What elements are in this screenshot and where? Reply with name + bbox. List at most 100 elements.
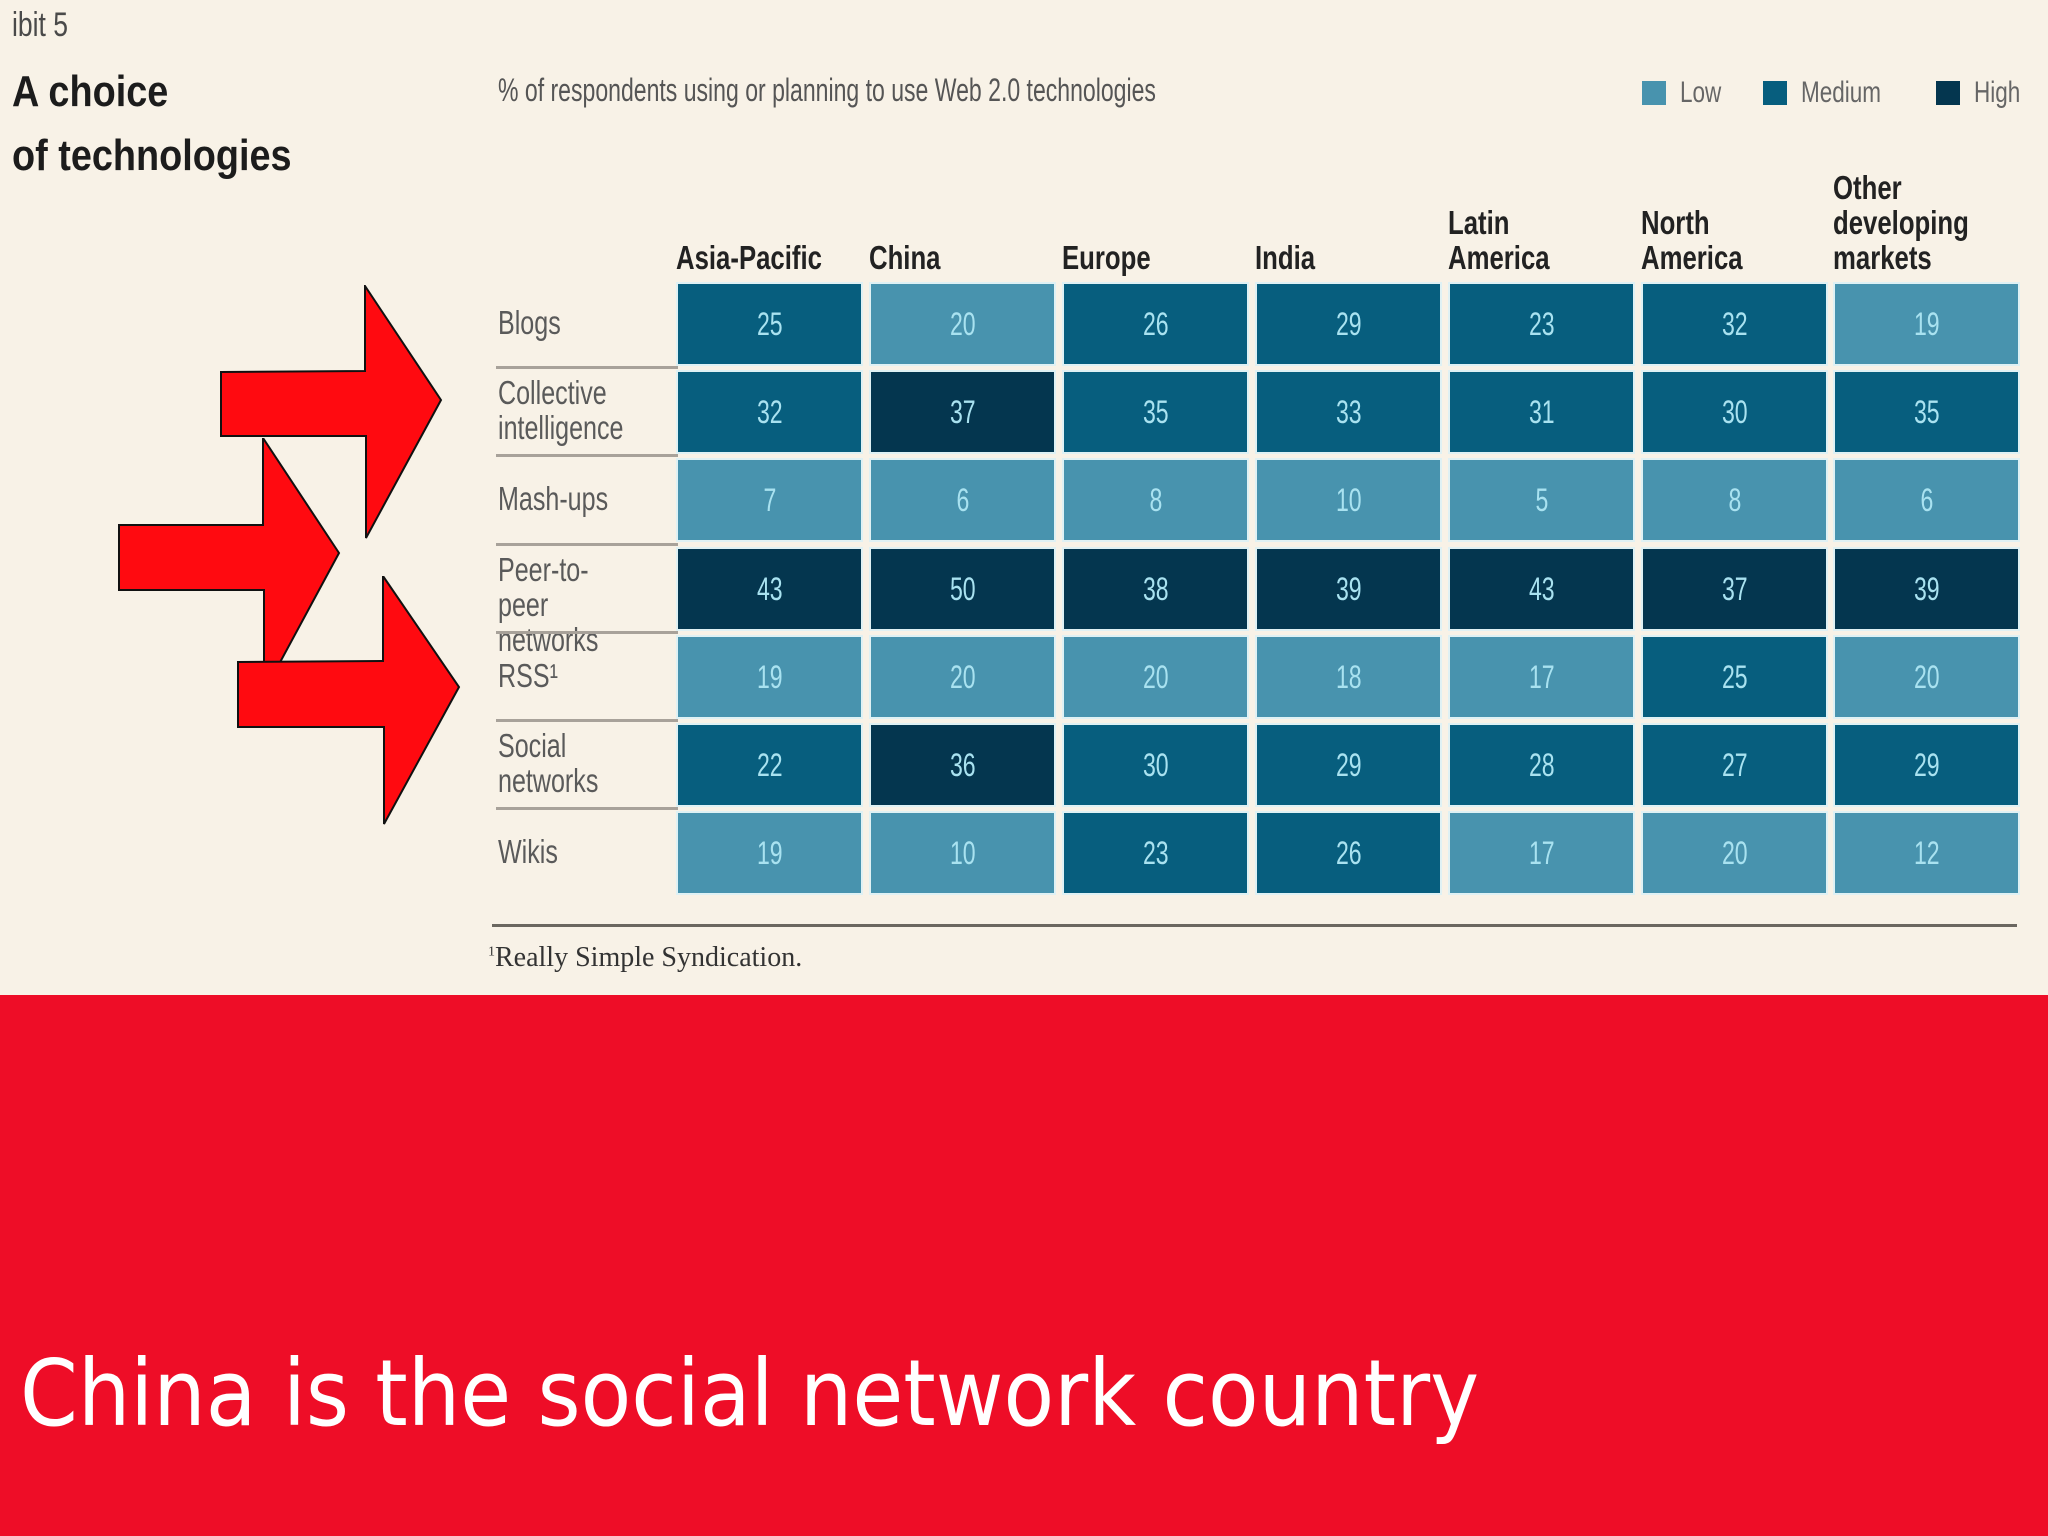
cell-value: 8 [1149,481,1162,518]
cell-value: 5 [1535,481,1548,518]
caption-text: China is the social network country [20,1340,1480,1447]
heatmap-cell: 20 [871,284,1054,364]
heatmap-cell: 7 [678,460,861,540]
column-header: Europe [1062,239,1151,276]
heatmap-cell: 35 [1835,372,2018,452]
heatmap-cell: 38 [1064,549,1247,629]
cell-value: 25 [1721,658,1748,695]
legend-label: Low [1680,76,1722,109]
cell-value: 19 [756,834,783,871]
cell-value: 43 [756,570,783,607]
caption-banner [0,995,2048,1536]
heatmap-cell: 36 [871,725,1054,805]
heatmap-cell: 31 [1450,372,1633,452]
row-label: Mash-ups [498,479,609,517]
row-label: Blogs [498,303,561,341]
legend-item-medium: Medium [1763,76,1908,110]
cell-value: 20 [949,305,976,342]
column-header: India [1255,239,1316,276]
cell-value: 32 [756,393,783,430]
heatmap-cell: 8 [1064,460,1247,540]
heatmap-cell: 37 [1643,549,1826,629]
cell-value: 25 [756,305,783,342]
heatmap-cell: 33 [1257,372,1440,452]
legend-swatch [1763,81,1788,105]
row-divider [496,454,678,457]
heatmap-cell: 10 [871,813,1054,893]
cell-value: 19 [756,658,783,695]
heatmap-cell: 18 [1257,637,1440,717]
heatmap-cell: 23 [1064,813,1247,893]
cell-value: 22 [756,746,783,783]
cell-value: 8 [1728,481,1741,518]
heatmap-cell: 23 [1450,284,1633,364]
heatmap-cell: 29 [1257,725,1440,805]
arrow-icon [220,285,443,539]
cell-value: 6 [956,481,969,518]
cell-value: 20 [1142,658,1169,695]
cell-value: 33 [1335,393,1362,430]
row-divider [496,366,678,369]
column-header: Other developing markets [1833,169,1969,276]
cell-value: 39 [1335,570,1362,607]
heatmap-cell: 19 [678,637,861,717]
chart-title: A choice of technologies [12,60,292,188]
heatmap-cell: 17 [1450,813,1633,893]
cell-value: 26 [1335,834,1362,871]
row-divider [496,631,678,634]
cell-value: 31 [1528,393,1555,430]
cell-value: 18 [1335,658,1362,695]
heatmap-cell: 6 [1835,460,2018,540]
heatmap-cell: 20 [1835,637,2018,717]
row-label: Social networks [498,727,599,799]
cell-value: 20 [949,658,976,695]
row-label: RSS¹ [498,656,558,694]
heatmap-cell: 30 [1064,725,1247,805]
cell-value: 36 [949,746,976,783]
heatmap-cell: 26 [1064,284,1247,364]
cell-value: 26 [1142,305,1169,342]
heatmap-cell: 28 [1450,725,1633,805]
heatmap-cell: 22 [678,725,861,805]
row-label: Collective intelligence [498,374,624,446]
legend-label: Medium [1801,76,1882,109]
cell-value: 30 [1721,393,1748,430]
cell-value: 37 [1721,570,1748,607]
row-divider [496,543,678,546]
heatmap-cell: 25 [678,284,861,364]
footnote-text: Really Simple Syndication. [495,942,803,973]
heatmap-cell: 12 [1835,813,2018,893]
row-divider [496,719,678,722]
arrow-icon [118,438,341,693]
cell-value: 20 [1721,834,1748,871]
heatmap-cell: 37 [871,372,1054,452]
heatmap-cell: 27 [1643,725,1826,805]
heatmap-cell: 20 [871,637,1054,717]
cell-value: 23 [1142,834,1169,871]
cell-value: 35 [1913,393,1940,430]
legend: Low Medium High [1642,76,2048,110]
heatmap-cell: 26 [1257,813,1440,893]
column-header: China [869,239,941,276]
heatmap-cell: 19 [1835,284,2018,364]
chart-subtitle: % of respondents using or planning to us… [498,72,1156,108]
legend-swatch [1935,81,1960,105]
cell-value: 23 [1528,305,1555,342]
cell-value: 6 [1920,481,1933,518]
footnote: 1Really Simple Syndication. [488,942,802,974]
heatmap-cell: 29 [1257,284,1440,364]
cell-value: 17 [1528,658,1555,695]
column-header: Latin America [1448,204,1550,276]
cell-value: 39 [1913,570,1940,607]
legend-label: High [1973,76,2021,109]
bottom-rule [492,924,2017,927]
heatmap-cell: 10 [1257,460,1440,540]
cell-value: 19 [1913,305,1940,342]
cell-value: 10 [1335,481,1362,518]
heatmap-cell: 25 [1643,637,1826,717]
footnote-marker: 1 [488,944,495,960]
cell-value: 38 [1142,570,1169,607]
heatmap-cell: 35 [1064,372,1247,452]
cell-value: 29 [1335,746,1362,783]
row-label: Peer-to-peer networks [498,551,599,658]
